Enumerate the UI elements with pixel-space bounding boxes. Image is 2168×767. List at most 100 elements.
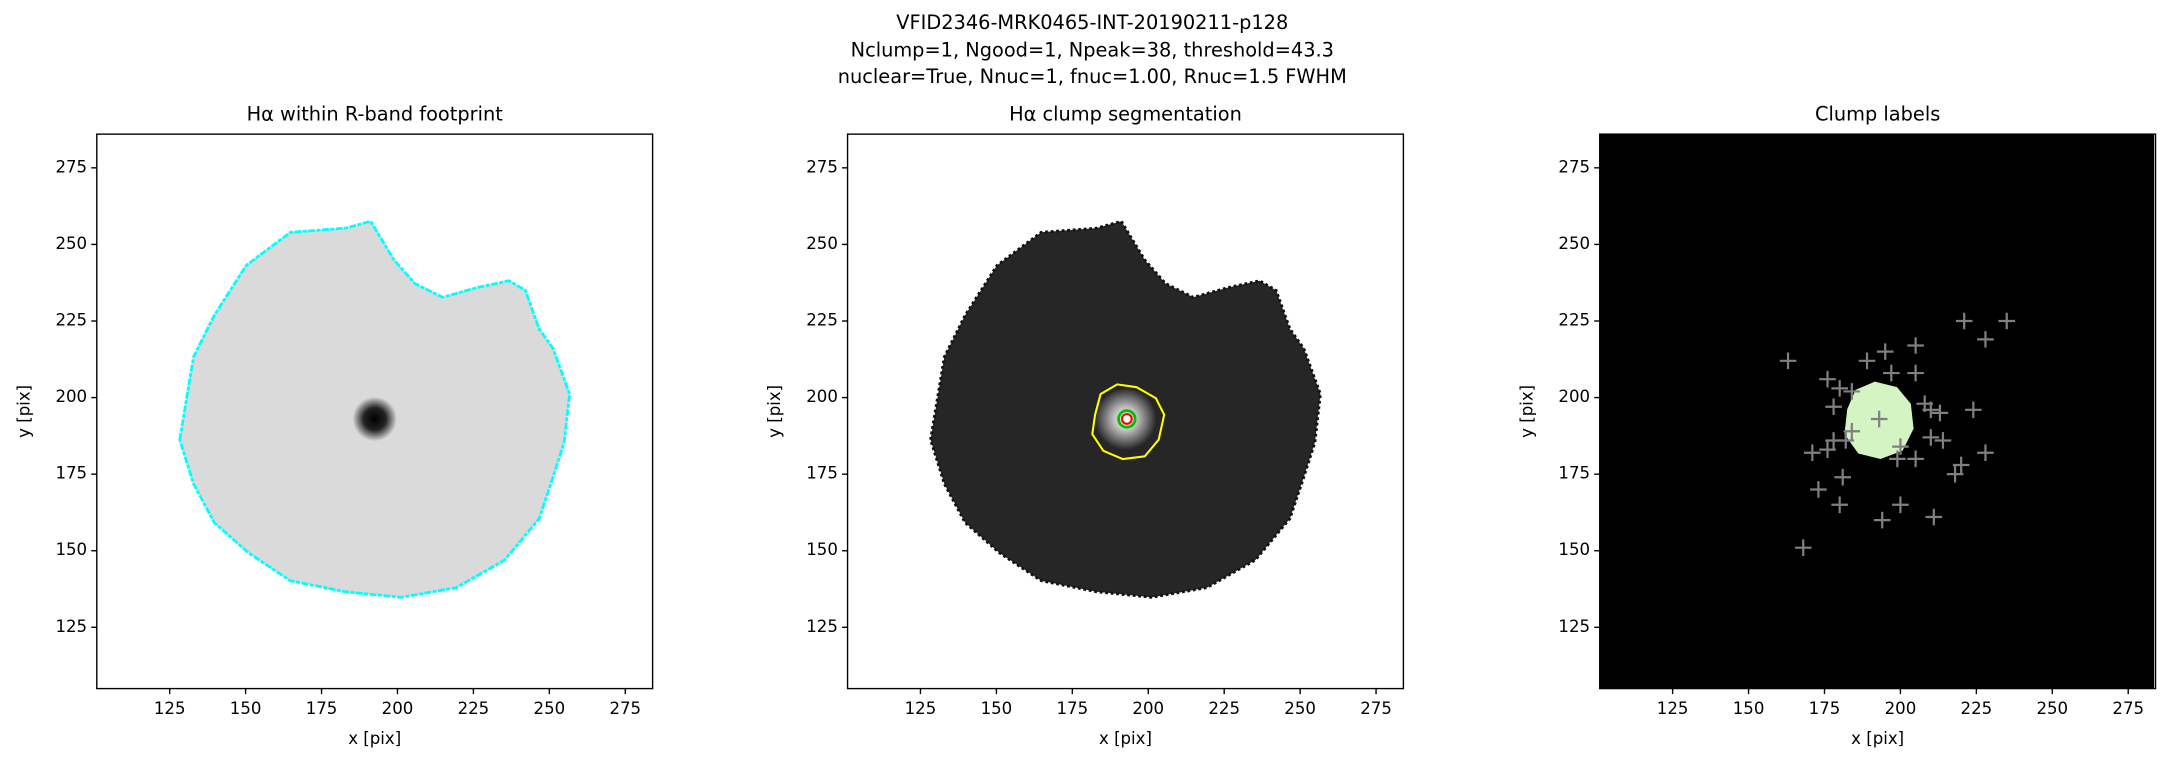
y-tick-label: 125 — [1558, 617, 1590, 636]
axes-title: Clump labels — [1815, 102, 1940, 125]
y-tick-label: 200 — [806, 387, 838, 406]
x-tick-label: 150 — [981, 699, 1013, 718]
figure-title: Nclump=1, Ngood=1, Npeak=38, threshold=4… — [851, 39, 1334, 62]
peak-marker — [1810, 481, 1827, 498]
nucleus-aperture — [1117, 409, 1137, 429]
y-tick-label: 225 — [1558, 310, 1590, 329]
x-tick-label: 200 — [382, 699, 414, 718]
peak-marker — [1825, 398, 1842, 416]
y-tick-label: 250 — [55, 234, 87, 253]
peak-marker — [1998, 312, 2016, 330]
peak-marker — [1922, 401, 1940, 419]
peak-marker — [1843, 383, 1861, 400]
figure-title: VFID2346-MRK0465-INT-20190211-p128 — [896, 11, 1288, 34]
y-tick-label: 175 — [55, 464, 87, 483]
peak-marker — [1873, 511, 1891, 529]
y-tick-label: 125 — [806, 617, 838, 636]
x-tick-label: 125 — [1657, 699, 1689, 718]
y-axis-label: y [pix] — [1517, 385, 1536, 438]
peak-marker — [1883, 364, 1900, 382]
x-tick-label: 200 — [1885, 699, 1917, 718]
peak-marker — [1977, 444, 1994, 462]
x-tick-label: 175 — [1809, 699, 1841, 718]
peak-marker — [1870, 410, 1888, 428]
nucleus-center — [1120, 413, 1133, 425]
y-tick-label: 175 — [1558, 464, 1590, 483]
y-tick-label: 275 — [55, 157, 87, 176]
x-tick-label: 200 — [1132, 699, 1164, 718]
peak-marker — [1831, 496, 1848, 514]
peak-marker — [1925, 508, 1943, 526]
x-tick-label: 250 — [1284, 699, 1316, 718]
peak-marker — [1965, 401, 1982, 419]
x-tick-label: 275 — [609, 699, 641, 718]
peak-marker — [1779, 352, 1797, 370]
y-tick-label: 150 — [55, 540, 87, 559]
x-tick-label: 125 — [154, 699, 186, 718]
peak-marker — [1934, 432, 1952, 449]
peak-marker — [1907, 364, 1924, 382]
figure-title: nuclear=True, Nnuc=1, fnuc=1.00, Rnuc=1.… — [838, 65, 1347, 88]
y-tick-label: 275 — [1558, 157, 1590, 176]
panel-3-image — [1599, 134, 2155, 689]
x-tick-label: 225 — [1961, 699, 1993, 718]
peak-marker — [1892, 496, 1909, 514]
peak-marker — [1858, 352, 1876, 370]
y-axis-label: y [pix] — [14, 385, 33, 438]
panel-1-image — [178, 219, 572, 599]
peak-marker — [1819, 370, 1836, 388]
peak-marker — [1794, 539, 1812, 556]
x-tick-label: 125 — [905, 699, 937, 718]
y-axis-label: y [pix] — [765, 385, 784, 438]
peak-marker — [1831, 380, 1848, 397]
x-axis-label: x [pix] — [1099, 729, 1152, 748]
y-tick-label: 275 — [806, 157, 838, 176]
nucleus — [352, 396, 397, 442]
peak-marker — [1834, 468, 1852, 486]
peak-marker — [1922, 429, 1940, 446]
x-tick-label: 250 — [534, 699, 566, 718]
peak-marker — [1952, 456, 1970, 474]
x-tick-label: 250 — [2036, 699, 2068, 718]
peak-marker — [1931, 404, 1949, 422]
x-tick-label: 175 — [1056, 699, 1088, 718]
axes-title: Hα within R-band footprint — [247, 102, 504, 125]
peak-marker — [1892, 438, 1909, 455]
y-tick-label: 200 — [1558, 387, 1590, 406]
x-tick-label: 150 — [1733, 699, 1765, 718]
panel-2-image — [929, 219, 1322, 599]
y-tick-label: 200 — [55, 387, 87, 406]
peak-marker — [1907, 450, 1924, 468]
y-tick-label: 175 — [806, 464, 838, 483]
x-tick-label: 275 — [1360, 699, 1392, 718]
y-tick-label: 125 — [55, 617, 87, 636]
peak-marker — [1843, 422, 1861, 440]
peak-marker — [1837, 432, 1855, 449]
y-tick-label: 250 — [1558, 234, 1590, 253]
x-tick-label: 175 — [306, 699, 338, 718]
peak-marker — [1907, 337, 1924, 354]
axes-frame — [96, 133, 654, 690]
axes-frame — [1599, 133, 2157, 690]
x-tick-label: 275 — [2112, 699, 2144, 718]
peak-marker — [1819, 441, 1836, 458]
y-tick-label: 225 — [55, 310, 87, 329]
x-tick-label: 225 — [1208, 699, 1240, 718]
axes-title: Hα clump segmentation — [1009, 102, 1242, 125]
x-tick-label: 150 — [230, 699, 262, 718]
peak-marker — [1977, 331, 1994, 348]
clump-contour — [1091, 383, 1166, 461]
y-tick-label: 150 — [1558, 540, 1590, 559]
peak-marker — [1889, 450, 1906, 468]
peak-marker — [1876, 343, 1894, 360]
y-tick-label: 250 — [806, 234, 838, 253]
peak-marker — [1946, 465, 1964, 483]
peak-marker — [1804, 444, 1821, 462]
y-tick-label: 225 — [806, 310, 838, 329]
x-axis-label: x [pix] — [348, 729, 401, 748]
y-tick-label: 150 — [806, 540, 838, 559]
axes-frame — [846, 133, 1405, 690]
x-tick-label: 225 — [458, 699, 490, 718]
peak-marker — [1955, 312, 1973, 330]
